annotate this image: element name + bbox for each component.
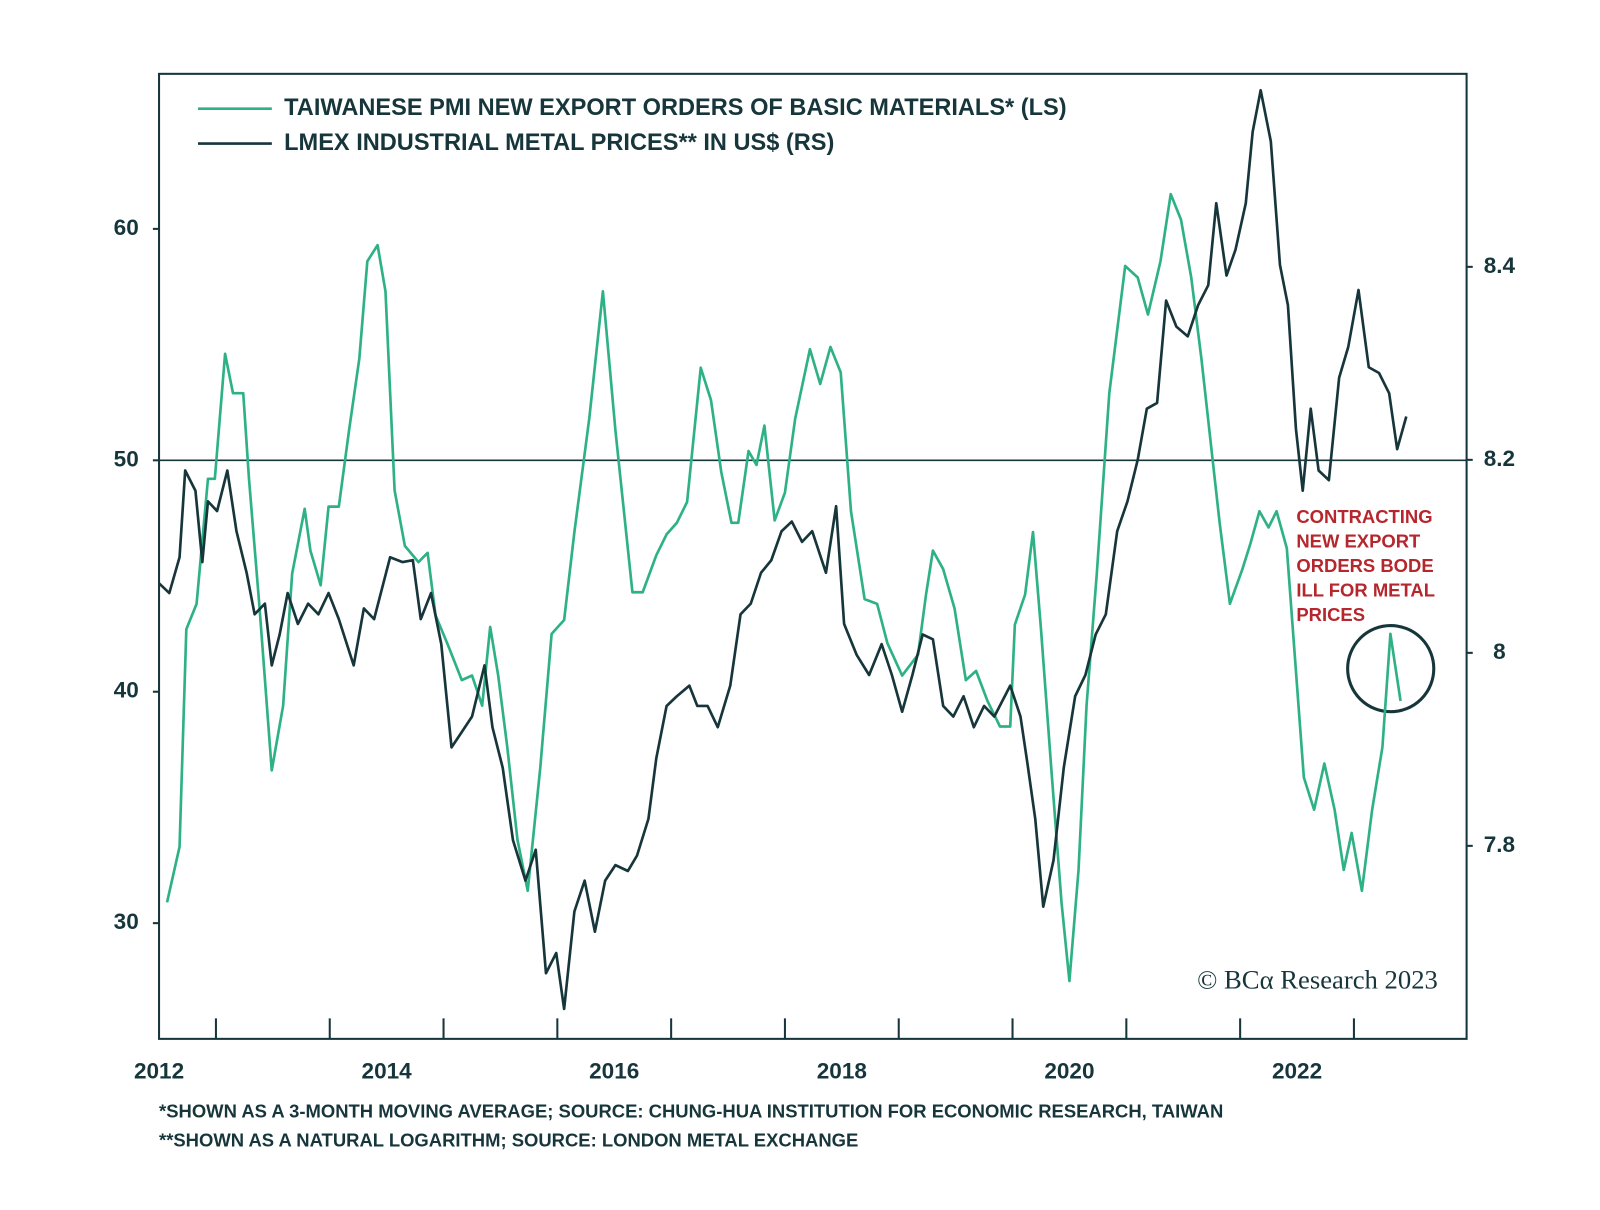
y-tick-label: 30: [114, 909, 139, 934]
y2-tick-label: 8.4: [1484, 253, 1516, 278]
series-line: [158, 88, 1408, 1011]
plot-frame: [158, 72, 1468, 1040]
x-tick-label: 2012: [134, 1059, 184, 1084]
y2-tick-label: 7.8: [1484, 832, 1515, 857]
y-tick-label: 50: [114, 446, 139, 471]
footnote: **SHOWN AS A NATURAL LOGARITHM; SOURCE: …: [159, 1129, 858, 1150]
y2-tick-label: 8: [1493, 639, 1506, 664]
x-tick-label: 2022: [1272, 1059, 1322, 1084]
series-line: [165, 192, 1402, 983]
legend-label: LMEX INDUSTRIAL METAL PRICES** IN US$ (R…: [284, 129, 834, 155]
x-tick-label: 2014: [362, 1059, 413, 1084]
legend-label: TAIWANESE PMI NEW EXPORT ORDERS OF BASIC…: [284, 94, 1066, 120]
annotation: ILL FOR METAL: [1296, 580, 1435, 601]
y-tick-label: 40: [114, 678, 139, 703]
y-tick-label: 60: [114, 215, 139, 240]
x-tick-label: 2020: [1044, 1059, 1094, 1084]
footnote: *SHOWN AS A 3-MONTH MOVING AVERAGE; SOUR…: [159, 1101, 1223, 1122]
annotation: PRICES: [1296, 604, 1365, 625]
highlight-circle: [1346, 624, 1436, 714]
x-tick-label: 2018: [817, 1059, 867, 1084]
credit: © BCα Research 2023: [1197, 965, 1438, 995]
x-tick-label: 2016: [589, 1059, 639, 1084]
annotation: ORDERS BODE: [1296, 555, 1433, 576]
y2-tick-label: 8.2: [1484, 446, 1515, 471]
annotation: CONTRACTING: [1296, 506, 1432, 527]
annotation: NEW EXPORT: [1296, 530, 1421, 551]
